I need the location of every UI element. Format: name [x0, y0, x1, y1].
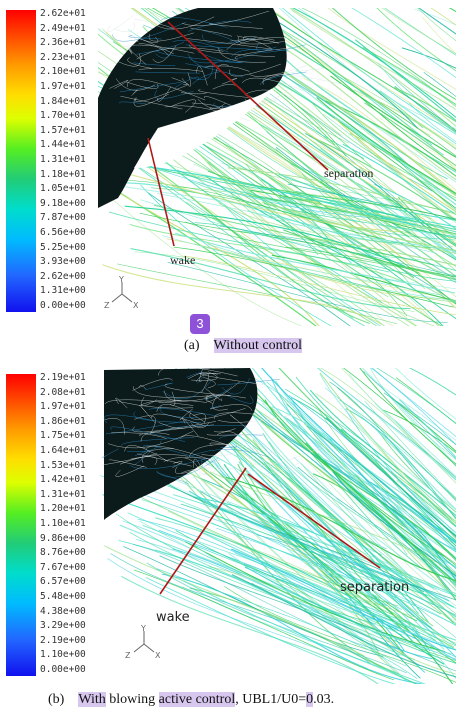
caption-b-end: .03.	[313, 692, 335, 707]
colorbar-tick: 1.57e+01	[40, 124, 86, 136]
caption-b-with: With	[78, 692, 106, 707]
colorbar-tick: 1.42e+01	[40, 474, 86, 486]
streamline-plot-b: separation wake	[100, 368, 456, 684]
colorbar-tick: 0.00e+00	[40, 300, 86, 311]
vortex-lines-b	[100, 368, 327, 485]
separation-label-b: separation	[340, 580, 409, 595]
colorbar-tick: 2.08e+01	[40, 386, 86, 398]
axis-triad-a: Y Z X	[104, 276, 139, 310]
colorbar-tick: 5.25e+00	[40, 241, 86, 253]
colorbar-tick: 7.87e+00	[40, 212, 86, 224]
colorbar-tick: 1.31e+01	[40, 154, 86, 165]
colorbar-tick: 1.10e+01	[40, 518, 86, 529]
caption-a-text: Without control	[213, 338, 303, 353]
streamlines-a	[98, 8, 456, 326]
colorbar-tick: 2.23e+01	[40, 51, 86, 63]
wake-arrow-a	[147, 137, 175, 247]
separation-arrow-b	[247, 473, 381, 569]
colorbar-a	[6, 10, 36, 312]
colorbar-tick: 2.36e+01	[40, 37, 86, 49]
wake-label-a: wake	[170, 253, 195, 267]
colorbar-tick: 2.19e+00	[40, 634, 86, 646]
colorbar-tick: 9.18e+00	[40, 197, 86, 209]
colorbar-tick: 3.93e+00	[40, 256, 86, 268]
colorbar-tick: 1.44e+01	[40, 139, 86, 151]
colorbar-b	[6, 374, 36, 676]
colorbar-tick: 1.10e+00	[40, 649, 86, 661]
caption-b: (b) With blowing active control, UBL1/U0…	[48, 692, 334, 708]
colorbar-tick: 1.97e+01	[40, 401, 86, 413]
caption-a-tag: (a)	[184, 338, 200, 353]
wake-label-b: wake	[156, 610, 190, 625]
colorbar-tick: 1.53e+01	[40, 459, 86, 471]
colorbar-tick: 1.86e+01	[40, 415, 86, 427]
caption-b-active: active control	[158, 692, 236, 707]
airfoil-body-a	[134, 88, 276, 168]
colorbar-tick: 1.70e+01	[40, 110, 86, 122]
caption-b-zero: 0	[306, 692, 314, 707]
colorbar-tick: 1.31e+01	[40, 488, 86, 500]
caption-a: (a) Without control	[184, 338, 303, 354]
streamline-plot-a: separation wake	[98, 8, 456, 326]
axis-label-y-b: Y	[140, 624, 146, 633]
colorbar-b-gradient	[6, 374, 36, 676]
separation-arrow-a	[167, 21, 329, 171]
colorbar-tick: 1.05e+01	[40, 183, 86, 195]
colorbar-tick: 6.57e+00	[40, 576, 86, 588]
figure-badge: 3	[190, 314, 210, 334]
colorbar-tick: 2.49e+01	[40, 22, 86, 34]
colorbar-tick: 9.86e+00	[40, 532, 86, 544]
colorbar-tick: 2.19e+01	[40, 372, 86, 383]
colorbar-tick: 1.84e+01	[40, 95, 86, 107]
axis-label-z-b: Z	[125, 651, 131, 660]
panel-without-control: 2.62e+01 2.49e+01 2.36e+01 2.23e+01 2.10e+01…	[6, 8, 456, 354]
axis-label-y-a: Y	[118, 276, 124, 284]
caption-b-tag: (b)	[48, 692, 65, 707]
colorbar-tick: 4.38e+00	[40, 605, 86, 617]
colorbar-tick: 6.56e+00	[40, 227, 86, 238]
colorbar-tick: 8.76e+00	[40, 547, 86, 559]
colorbar-tick: 1.75e+01	[40, 430, 86, 442]
colorbar-tick: 0.00e+00	[40, 664, 86, 675]
wake-arrow-b	[159, 467, 247, 595]
colorbar-tick: 5.48e+00	[40, 591, 86, 602]
axis-label-z-a: Z	[104, 301, 110, 310]
axis-triad-b: Y Z X	[125, 624, 161, 660]
colorbar-tick: 3.29e+00	[40, 620, 86, 632]
panel-with-control: 2.19e+01 2.08e+01 1.97e+01 1.86e+01 1.75e+01…	[0, 364, 456, 711]
streamlines-b	[100, 368, 456, 684]
colorbar-tick: 1.31e+00	[40, 285, 86, 297]
colorbar-tick: 2.10e+01	[40, 66, 86, 78]
separation-label-a: separation	[324, 166, 373, 180]
colorbar-tick: 7.67e+00	[40, 561, 86, 573]
colorbar-tick: 2.62e+01	[40, 8, 86, 19]
axis-label-x-a: X	[133, 301, 139, 310]
colorbar-tick: 1.18e+01	[40, 168, 86, 180]
colorbar-tick: 1.97e+01	[40, 81, 86, 92]
colorbar-a-gradient	[6, 10, 36, 312]
axis-label-x-b: X	[155, 651, 161, 660]
colorbar-tick: 1.20e+01	[40, 503, 86, 515]
caption-b-ubl: , UBL1/U0=	[235, 692, 307, 707]
colorbar-tick: 1.64e+01	[40, 445, 86, 456]
caption-b-blowing: blowing	[109, 692, 156, 707]
colorbar-tick: 2.62e+00	[40, 270, 86, 282]
